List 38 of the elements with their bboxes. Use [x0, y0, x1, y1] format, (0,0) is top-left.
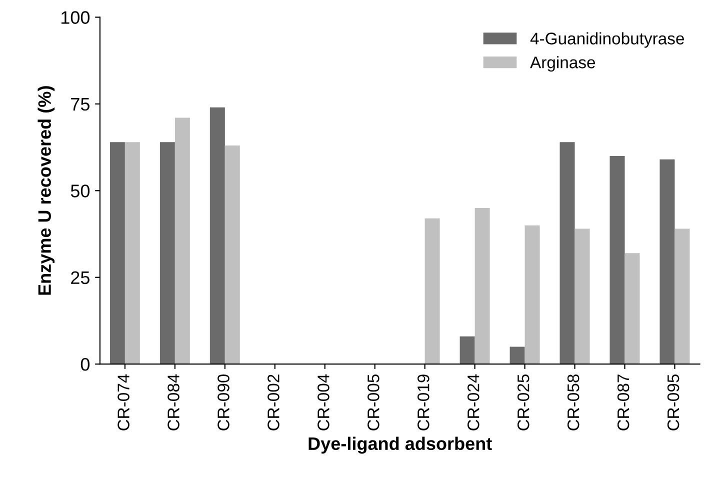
legend-label: 4-Guanidinobutyrase — [530, 32, 684, 48]
bar — [160, 142, 175, 364]
x-tick-label: CR-058 — [567, 374, 580, 430]
x-tick-label: CR-002 — [268, 374, 280, 430]
x-tick-label: CR-087 — [617, 374, 630, 430]
bar — [524, 225, 540, 364]
bar — [124, 142, 140, 364]
bar — [110, 142, 125, 364]
bar — [510, 346, 525, 364]
y-tick-label: 100 — [61, 11, 90, 24]
legend-label: Arginase — [530, 56, 596, 72]
bar — [624, 253, 640, 364]
x-tick-label: CR-090 — [218, 374, 230, 430]
x-tick-label: CR-005 — [368, 374, 380, 430]
bar — [574, 228, 590, 364]
y-tick-label: 75 — [71, 98, 90, 111]
x-tick-label: CR-019 — [418, 374, 430, 430]
x-tick-label: CR-004 — [318, 374, 330, 430]
bar — [474, 208, 490, 364]
bar — [560, 142, 575, 364]
bar — [674, 228, 690, 364]
x-tick-label: CR-095 — [667, 374, 680, 430]
bar — [424, 218, 440, 364]
y-tick-label: 50 — [70, 184, 90, 198]
bar — [224, 146, 240, 364]
y-tick-label: 25 — [71, 271, 90, 284]
x-axis-title: Dye-ligand adsorbent — [308, 436, 492, 454]
bar — [660, 159, 675, 364]
x-tick-label: CR-025 — [517, 374, 530, 430]
x-tick-label: CR-024 — [467, 374, 480, 430]
bar — [210, 107, 225, 364]
bar — [610, 156, 625, 364]
bar — [460, 336, 475, 364]
y-axis-title: Enzyme U recovered (%) — [38, 86, 55, 295]
bar — [174, 118, 190, 364]
x-tick-label: CR-074 — [118, 374, 130, 430]
y-tick-label: 0 — [80, 358, 90, 371]
x-tick-label: CR-084 — [168, 374, 180, 430]
